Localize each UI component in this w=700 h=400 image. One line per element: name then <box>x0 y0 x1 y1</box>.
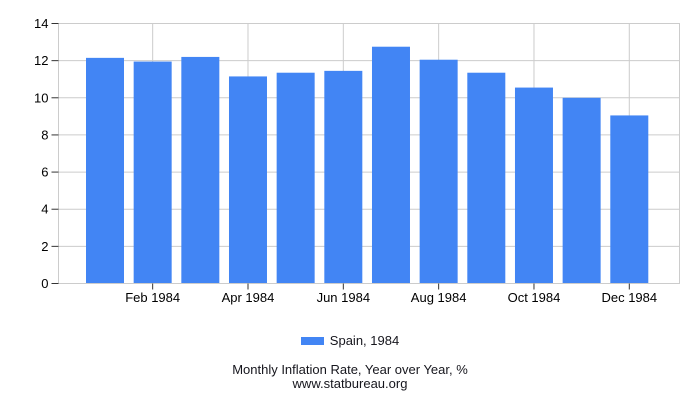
x-tick-label-jun-1984: Jun 1984 <box>317 290 371 305</box>
bar-oct-1984 <box>514 87 553 284</box>
bar-jan-1984 <box>86 57 124 284</box>
y-tick-label-4: 4 <box>41 202 48 217</box>
x-tick-label-aug-1984: Aug 1984 <box>411 290 467 305</box>
x-tick-label-feb-1984: Feb 1984 <box>125 290 180 305</box>
plot-border <box>58 23 680 284</box>
y-tick-label-10: 10 <box>34 90 48 105</box>
x-tick-label-oct-1984: Oct 1984 <box>508 290 561 305</box>
y-tick-label-2: 2 <box>41 239 48 254</box>
y-tick-label-6: 6 <box>41 165 48 180</box>
bar-jul-1984 <box>371 46 410 284</box>
x-tick-label-apr-1984: Apr 1984 <box>222 290 275 305</box>
chart-title: Monthly Inflation Rate, Year over Year, … <box>232 362 468 377</box>
y-tick-label-0: 0 <box>41 276 48 291</box>
bar-chart-plot-area: 0 2 4 6 8 10 12 14 Feb 1984 Apr 1984 Jun 1984 Aug 1… <box>34 16 680 305</box>
bar-sep-1984 <box>467 72 506 284</box>
legend-label: Spain, 1984 <box>329 333 400 348</box>
y-tick-label-8: 8 <box>41 127 48 142</box>
legend-swatch <box>300 336 324 345</box>
bar-jun-1984 <box>324 70 363 284</box>
bar-feb-1984 <box>133 61 172 284</box>
chart-source-url: www.statbureau.org <box>292 376 408 391</box>
x-tick-label-dec-1984: Dec 1984 <box>601 290 657 305</box>
y-tick-label-12: 12 <box>34 53 48 68</box>
bar-dec-1984 <box>610 115 649 284</box>
bar-aug-1984 <box>419 59 458 284</box>
bar-nov-1984 <box>562 97 601 284</box>
bar-may-1984 <box>276 72 315 284</box>
y-tick-label-14: 14 <box>34 16 48 31</box>
bar-mar-1984 <box>181 56 220 284</box>
legend: Spain, 1984 <box>0 333 700 348</box>
bar-apr-1984 <box>228 76 267 284</box>
